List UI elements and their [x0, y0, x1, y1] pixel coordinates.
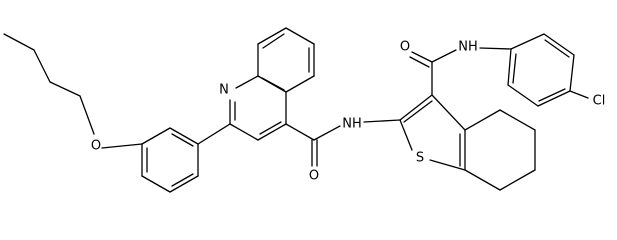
bond: [169, 175, 199, 193]
bond: [544, 39, 570, 58]
bond: [171, 133, 194, 147]
molecule: O N O NH S O NH Cl: [3, 27, 606, 193]
bond: [259, 121, 282, 135]
atom-label: Cl: [593, 94, 606, 109]
bond: [257, 27, 287, 45]
bond: [3, 33, 35, 51]
page: O N O NH S O NH Cl (() => { const data =…: [3, 27, 606, 193]
bond: [537, 90, 571, 107]
bond: [499, 109, 536, 131]
atom-label: O: [400, 40, 410, 55]
bond: [431, 49, 457, 63]
bond: [285, 123, 315, 141]
bond: [507, 48, 512, 86]
bonds: [3, 27, 589, 193]
atom-label: NH: [342, 117, 362, 132]
bond: [499, 169, 536, 191]
bond: [411, 51, 433, 63]
bond: [403, 100, 433, 123]
bond: [512, 53, 517, 84]
atom-label: O: [91, 139, 101, 154]
bond: [169, 127, 199, 145]
bond: [399, 119, 413, 151]
bond: [101, 143, 143, 149]
bond: [569, 90, 589, 99]
bond: [543, 33, 575, 56]
bond: [431, 94, 466, 131]
bond: [479, 47, 512, 50]
atom-label: N: [219, 83, 229, 98]
bond: [569, 54, 575, 92]
bond: [285, 27, 315, 45]
bond: [507, 84, 539, 107]
bond: [79, 95, 95, 135]
bond: [313, 125, 341, 141]
atom-label: S: [416, 151, 424, 166]
bond: [257, 123, 287, 141]
bond: [33, 49, 51, 83]
bond: [464, 109, 501, 131]
bond: [197, 123, 231, 145]
bond: [464, 169, 501, 191]
bond: [141, 175, 171, 193]
bond: [229, 123, 259, 141]
bond: [171, 173, 194, 187]
bond: [285, 75, 315, 93]
bond: [409, 56, 430, 68]
bond: [141, 127, 171, 145]
atom-label: O: [309, 169, 319, 184]
bond: [49, 81, 81, 97]
atom-label: NH: [458, 40, 478, 55]
bond: [399, 94, 433, 121]
bond: [261, 77, 285, 91]
bond: [262, 33, 285, 49]
bond: [429, 159, 466, 171]
bond: [510, 33, 545, 50]
bond: [538, 88, 566, 102]
bond: [235, 75, 259, 89]
bond: [363, 119, 401, 123]
